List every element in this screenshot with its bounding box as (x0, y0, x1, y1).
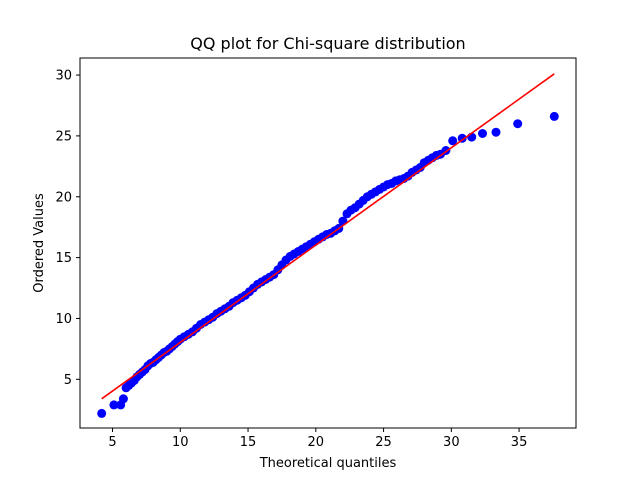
data-point (457, 133, 467, 143)
data-point (109, 400, 119, 410)
y-tick-label: 20 (55, 190, 72, 205)
data-point (513, 119, 523, 129)
data-point (491, 127, 501, 137)
x-tick-label: 25 (375, 435, 392, 450)
y-tick-label: 25 (55, 129, 72, 144)
y-tick-label: 30 (55, 69, 72, 84)
x-tick-label: 35 (511, 435, 528, 450)
x-axis-label: Theoretical quantiles (259, 456, 397, 471)
data-point (478, 129, 487, 138)
x-tick-label: 30 (443, 435, 460, 450)
x-tick-label: 20 (308, 435, 325, 450)
x-tick-label: 10 (172, 435, 189, 450)
axes-frame (79, 57, 577, 429)
data-point (97, 408, 107, 418)
chart-title: QQ plot for Chi-square distribution (190, 34, 465, 53)
x-tick-label: 5 (108, 435, 116, 450)
axis-ticks: 5 10 15 20 25 30 35 5 10 15 20 25 30 (55, 69, 527, 450)
data-point (118, 394, 128, 404)
data-point (448, 136, 458, 146)
x-tick-label: 15 (240, 435, 257, 450)
y-tick-label: 15 (55, 251, 72, 266)
data-point (549, 111, 559, 121)
data-marks (97, 73, 559, 418)
y-tick-label: 10 (55, 312, 72, 327)
y-tick-label: 5 (64, 373, 72, 388)
y-axis-label: Ordered Values (32, 193, 47, 293)
fit-line (101, 73, 555, 400)
